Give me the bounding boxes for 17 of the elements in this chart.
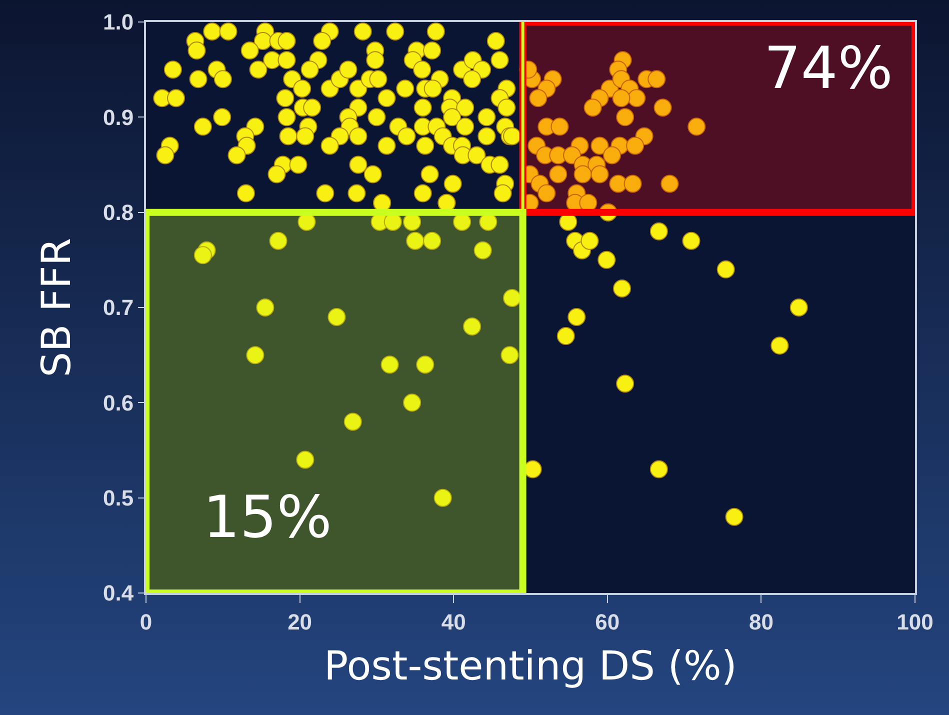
x-tick-label: 40 [441, 609, 466, 634]
band-label: 15% [203, 483, 332, 551]
y-tick-label: 0.6 [103, 390, 134, 416]
y-tick-label: 0.4 [103, 580, 134, 606]
y-axis-title: SB FFR [34, 238, 80, 378]
y-tick-label: 0.5 [103, 486, 134, 511]
y-tick-label: 0.8 [103, 200, 134, 226]
x-axis-title: Post-stenting DS (%) [324, 643, 737, 690]
y-tick-label: 0.7 [103, 295, 134, 320]
y-tick-label: 1.0 [103, 10, 134, 35]
y-tick-label: 0.9 [103, 104, 134, 130]
band-label: 74% [764, 34, 893, 102]
x-tick-label: 100 [896, 609, 934, 634]
x-tick-label: 20 [288, 609, 312, 634]
x-tick-label: 60 [595, 609, 620, 634]
x-tick-label: 0 [140, 609, 152, 634]
x-tick-label: 80 [748, 609, 774, 634]
